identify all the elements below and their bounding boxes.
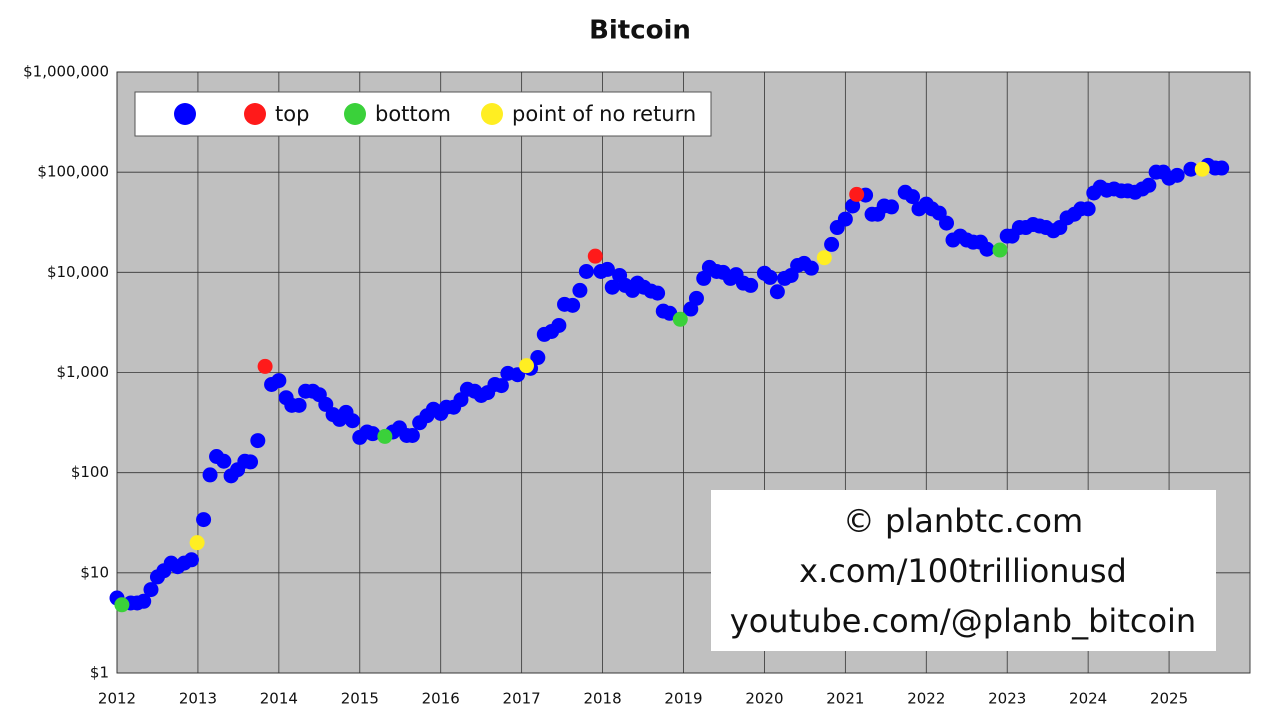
y-tick-label: $1,000	[57, 363, 110, 381]
data-point	[1141, 177, 1157, 193]
data-point	[992, 242, 1008, 258]
data-point	[979, 241, 995, 257]
y-tick-label: $100,000	[37, 163, 109, 181]
data-point	[1080, 201, 1096, 217]
data-point	[572, 282, 588, 298]
data-point	[291, 397, 307, 413]
data-point	[939, 215, 955, 231]
data-point	[1194, 161, 1210, 177]
data-point	[769, 284, 785, 300]
y-tick-label: $1	[90, 664, 109, 682]
legend-label: top	[275, 102, 309, 126]
x-tick-label: 2023	[988, 690, 1026, 708]
x-tick-label: 2025	[1150, 690, 1188, 708]
x-tick-label: 2021	[826, 690, 864, 708]
data-point	[377, 428, 393, 444]
data-point	[604, 279, 620, 295]
data-point	[202, 467, 218, 483]
data-point	[551, 317, 567, 333]
legend: top bottom point of no return	[134, 91, 712, 137]
data-point	[762, 269, 778, 285]
data-point	[257, 358, 273, 374]
data-point	[530, 350, 546, 366]
annotation-text: x.com/100trillionusd	[799, 552, 1127, 590]
data-point	[565, 297, 581, 313]
x-tick-label: 2013	[179, 690, 217, 708]
annotation-text: youtube.com/@planb_bitcoin	[730, 602, 1196, 640]
y-tick-label: $10,000	[47, 263, 109, 281]
data-point	[114, 597, 130, 613]
x-tick-label: 2017	[503, 690, 541, 708]
data-point	[243, 454, 259, 470]
y-tick-label: $1,000,000	[23, 63, 109, 81]
x-tick-label: 2014	[260, 690, 298, 708]
annotation: © planbtc.com x.com/100trillionusd youtube…	[711, 490, 1216, 651]
chart-title: Bitcoin	[589, 16, 691, 46]
data-point	[189, 535, 205, 551]
legend-marker	[481, 103, 503, 125]
data-point	[196, 512, 212, 528]
x-tick-label: 2015	[341, 690, 379, 708]
data-point	[599, 261, 615, 277]
legend-marker	[344, 103, 366, 125]
data-point	[837, 211, 853, 227]
data-point	[816, 250, 832, 266]
data-point	[143, 582, 159, 598]
y-tick-label: $100	[71, 463, 109, 481]
legend-box	[134, 91, 712, 137]
data-point	[803, 260, 819, 276]
x-tick-label: 2018	[583, 690, 621, 708]
x-tick-label: 2012	[98, 690, 136, 708]
data-point	[216, 453, 232, 469]
data-point	[404, 427, 420, 443]
legend-label: bottom	[375, 102, 451, 126]
data-point	[824, 236, 840, 252]
data-point	[1214, 160, 1230, 176]
data-point	[743, 277, 759, 293]
data-point	[849, 186, 865, 202]
data-point	[183, 552, 199, 568]
legend-marker	[244, 103, 266, 125]
data-point	[587, 248, 603, 264]
data-point	[672, 311, 688, 327]
data-point	[883, 199, 899, 215]
data-point	[578, 263, 594, 279]
data-point	[845, 198, 861, 214]
data-point	[365, 426, 381, 442]
y-tick-label: $10	[80, 563, 109, 581]
data-point	[1169, 167, 1185, 183]
data-point	[136, 593, 152, 609]
data-point	[518, 358, 534, 374]
x-tick-label: 2022	[907, 690, 945, 708]
legend-marker	[174, 103, 196, 125]
x-tick-label: 2024	[1069, 690, 1107, 708]
data-point	[250, 433, 266, 449]
data-point	[688, 290, 704, 306]
annotation-box	[711, 490, 1216, 651]
data-point	[905, 189, 921, 205]
x-tick-label: 2020	[745, 690, 783, 708]
annotation-text: © planbtc.com	[843, 502, 1083, 540]
data-point	[345, 413, 361, 429]
data-point	[650, 285, 666, 301]
x-tick-label: 2016	[422, 690, 460, 708]
data-point	[271, 373, 287, 389]
data-point	[1183, 161, 1199, 177]
data-point	[493, 378, 509, 394]
legend-label: point of no return	[512, 102, 696, 126]
x-tick-label: 2019	[664, 690, 702, 708]
